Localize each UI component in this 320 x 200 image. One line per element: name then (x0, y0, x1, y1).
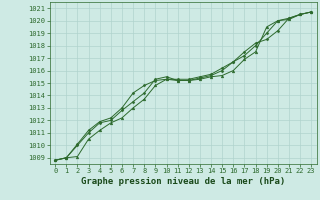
X-axis label: Graphe pression niveau de la mer (hPa): Graphe pression niveau de la mer (hPa) (81, 177, 285, 186)
